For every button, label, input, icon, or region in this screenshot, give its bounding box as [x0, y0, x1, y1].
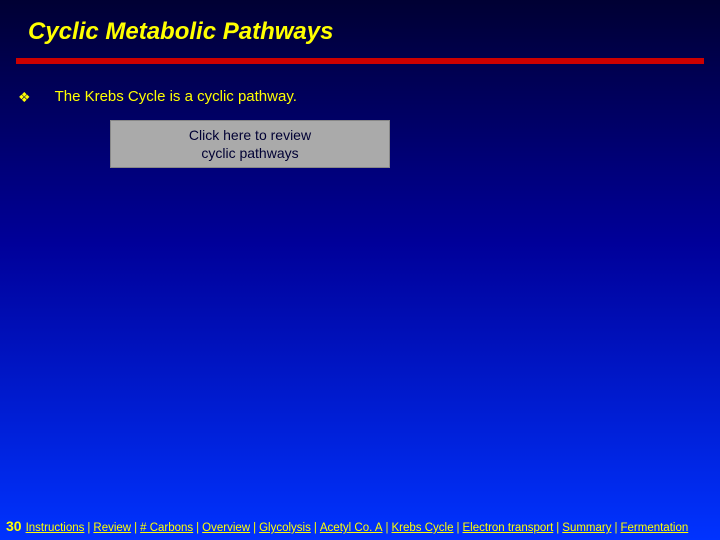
link-overview[interactable]: Overview	[202, 522, 250, 534]
button-label: Click here to review cyclic pathways	[189, 126, 311, 162]
page-title: Cyclic Metabolic Pathways	[0, 0, 720, 46]
separator: |	[87, 522, 90, 534]
link-fermentation[interactable]: Fermentation	[620, 522, 688, 534]
link-review[interactable]: Review	[93, 522, 131, 534]
link-krebs[interactable]: Krebs Cycle	[392, 522, 454, 534]
separator: |	[614, 522, 617, 534]
link-electron[interactable]: Electron transport	[463, 522, 554, 534]
link-instructions[interactable]: Instructions	[26, 522, 85, 534]
button-line2: cyclic pathways	[201, 145, 298, 161]
review-cyclic-button[interactable]: Click here to review cyclic pathways	[110, 120, 390, 168]
button-line1: Click here to review	[189, 127, 311, 143]
separator: |	[556, 522, 559, 534]
bullet-item: ❖ The Krebs Cycle is a cyclic pathway.	[16, 88, 704, 106]
link-summary[interactable]: Summary	[562, 522, 611, 534]
separator: |	[386, 522, 389, 534]
link-carbons[interactable]: # Carbons	[140, 522, 193, 534]
separator: |	[253, 522, 256, 534]
separator: |	[196, 522, 199, 534]
separator: |	[457, 522, 460, 534]
slide-number: 30	[6, 518, 22, 534]
bullet-icon: ❖	[16, 88, 31, 106]
footer-nav: 30 Instructions | Review | # Carbons | O…	[0, 518, 720, 534]
content-area: ❖ The Krebs Cycle is a cyclic pathway. C…	[0, 64, 720, 168]
link-glycolysis[interactable]: Glycolysis	[259, 522, 311, 534]
bullet-text: The Krebs Cycle is a cyclic pathway.	[55, 88, 297, 105]
separator: |	[314, 522, 317, 534]
separator: |	[134, 522, 137, 534]
link-acetyl[interactable]: Acetyl Co. A	[320, 522, 383, 534]
